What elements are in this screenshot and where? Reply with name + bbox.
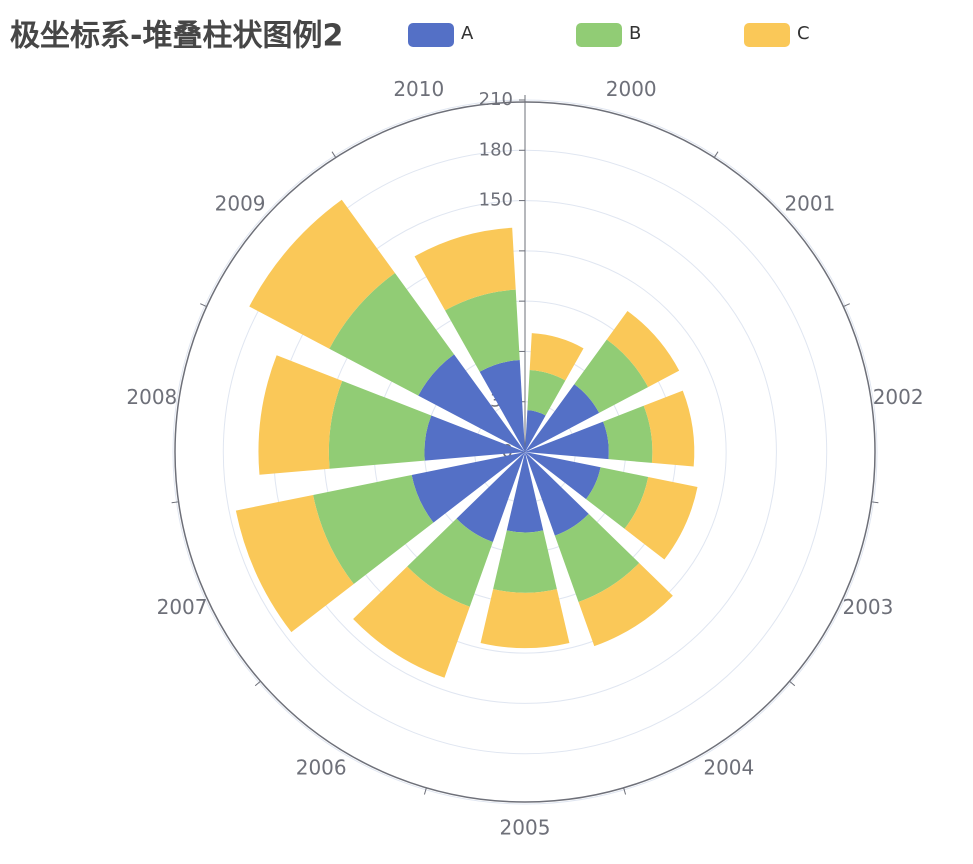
bar-segment [586, 467, 649, 529]
bar-segment [407, 518, 493, 607]
angle-tick [423, 787, 427, 795]
bar-segment [353, 566, 470, 678]
radius-tick-label: 180 [479, 139, 513, 160]
radius-tick-label: 150 [479, 190, 513, 211]
bar-segment [525, 452, 601, 500]
angle-label: 2003 [842, 595, 893, 619]
bar-segment [506, 452, 544, 533]
bar-segment [479, 359, 525, 452]
bar-segment [525, 421, 609, 460]
angle-label: 2010 [393, 77, 444, 101]
angle-tick [623, 787, 627, 795]
legend-swatch [576, 23, 622, 47]
bar-segment [578, 562, 673, 647]
angle-label: 2000 [606, 77, 657, 101]
bar-segment [493, 530, 557, 593]
angle-label: 2006 [296, 756, 347, 780]
legend-label: A [461, 23, 474, 44]
legend-label: B [629, 23, 641, 44]
bar-segment [328, 380, 432, 469]
legend-label: C [797, 23, 810, 44]
bar-segment [525, 410, 546, 452]
angle-tick [713, 151, 719, 158]
radius-tick-label: 210 [479, 89, 513, 110]
bar-segment [235, 494, 354, 633]
angle-tick [200, 303, 207, 308]
chart-title: 极坐标系-堆叠柱状图例2 [10, 19, 343, 54]
angle-label: 2005 [500, 816, 551, 840]
bar-segment [529, 333, 584, 381]
angle-label: 2001 [784, 192, 835, 216]
bar-segment [313, 474, 434, 585]
angle-label: 2002 [873, 385, 924, 409]
bar-segment [480, 589, 570, 649]
legend-swatch [408, 23, 454, 47]
bar-segment [411, 452, 525, 523]
bar-segment [554, 513, 640, 602]
bar-segment [456, 452, 525, 542]
bar-segment [624, 476, 698, 560]
bar-segment [525, 452, 589, 536]
bar-segment [574, 339, 649, 413]
bar-segment [643, 390, 695, 467]
bar-segment [525, 384, 600, 452]
angle-label: 2008 [126, 385, 177, 409]
bar-segment [527, 370, 566, 416]
angle-tick [254, 680, 261, 687]
angle-label: 2009 [215, 192, 266, 216]
angle-label: 2007 [157, 595, 208, 619]
bar-segment [414, 227, 516, 311]
bar-segment [603, 405, 653, 463]
bar-segment [606, 310, 680, 388]
angle-tick [789, 680, 796, 687]
bar-segment [258, 355, 343, 475]
legend-swatch [744, 23, 790, 47]
bar-segment [445, 289, 520, 372]
bar-segment [424, 415, 525, 461]
bar-segment [249, 199, 395, 349]
angle-tick [871, 501, 879, 504]
angle-tick [171, 501, 179, 504]
angle-tick [843, 303, 850, 308]
legend: A B C [408, 23, 810, 47]
angle-tick [331, 151, 337, 158]
bar-segment [329, 272, 455, 396]
bar-segment [418, 354, 525, 452]
angle-label: 2004 [703, 756, 754, 780]
